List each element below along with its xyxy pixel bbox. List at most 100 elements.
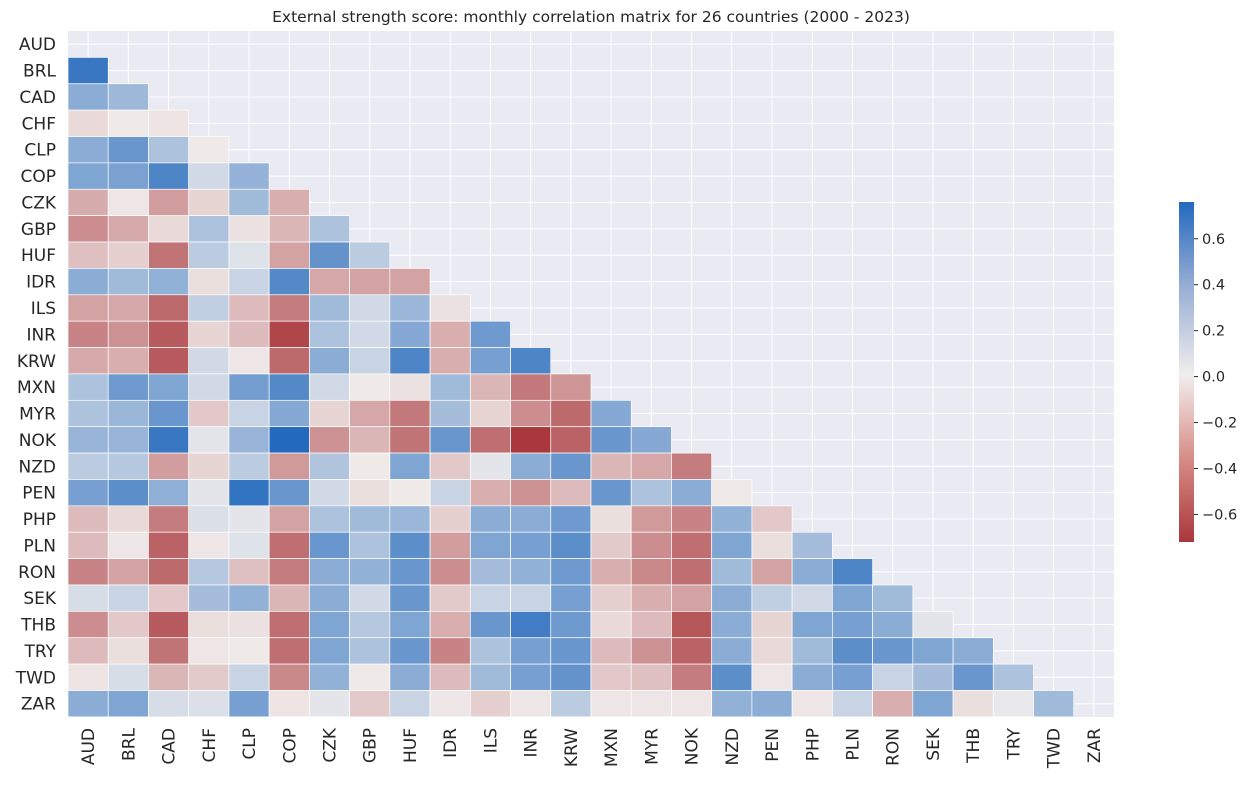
heatmap-cell-cad-aud: [67, 83, 109, 111]
heatmap-cell-krw-aud: [67, 347, 109, 375]
heatmap-cell-huf-aud: [67, 241, 109, 269]
heatmap-cell-ils-gbp: [349, 294, 391, 322]
heatmap-cell-zar-idr: [429, 690, 471, 718]
heatmap-cell-inr-gbp: [349, 320, 391, 348]
x-tick-label-try: TRY: [1004, 727, 1024, 760]
heatmap-cell-twd-krw: [550, 663, 592, 691]
heatmap-cell-cop-chf: [188, 162, 230, 190]
heatmap-cell-sek-inr: [510, 584, 552, 612]
heatmap-cell-try-php: [791, 637, 833, 665]
heatmap-cell-php-nok: [671, 505, 713, 533]
heatmap-cell-ron-nok: [671, 558, 713, 586]
heatmap-cell-try-nzd: [711, 637, 753, 665]
heatmap-cell-sek-ron: [872, 584, 914, 612]
heatmap-cell-ils-cad: [148, 294, 190, 322]
heatmap-cell-clp-aud: [67, 136, 109, 164]
heatmap-cell-myr-aud: [67, 399, 109, 428]
heatmap-cell-ils-aud: [67, 294, 109, 322]
heatmap-cell-ils-idr: [429, 294, 471, 322]
heatmap-cell-pln-idr: [429, 531, 471, 559]
x-tick-label-krw: KRW: [562, 728, 582, 767]
heatmap-cell-thb-idr: [429, 611, 471, 639]
heatmap-cell-pln-php: [791, 531, 833, 559]
heatmap-cell-inr-cad: [148, 320, 190, 348]
heatmap-cell-myr-clp: [228, 399, 270, 428]
heatmap-cell-thb-php: [791, 611, 833, 639]
heatmap-cell-sek-krw: [550, 584, 592, 612]
heatmap-cell-php-cop: [268, 505, 310, 533]
x-tick-label-thb: THB: [964, 728, 984, 764]
heatmap-cell-php-nzd: [711, 505, 753, 533]
heatmap-cell-zar-czk: [309, 690, 350, 718]
heatmap-cell-thb-brl: [107, 611, 149, 639]
heatmap-cell-huf-chf: [188, 241, 230, 269]
heatmap-cell-huf-cad: [148, 241, 190, 269]
y-tick-label-zar: ZAR: [21, 695, 56, 715]
heatmap-cell-try-gbp: [349, 637, 391, 665]
x-tick-label-inr: INR: [522, 728, 542, 758]
heatmap-cell-krw-brl: [107, 347, 149, 375]
heatmap-cell-zar-thb: [952, 690, 994, 718]
heatmap-cell-inr-chf: [188, 320, 230, 348]
heatmap-cell-pln-nok: [671, 531, 713, 559]
heatmap-cell-zar-myr: [630, 690, 672, 718]
heatmap-cell-pen-nok: [671, 479, 713, 507]
heatmap-cell-zar-pen: [751, 690, 793, 718]
heatmap-cell-pen-inr: [510, 479, 552, 507]
heatmap-cell-php-ils: [469, 505, 511, 533]
heatmap-cell-ils-huf: [389, 294, 431, 322]
heatmap-cell-inr-ils: [469, 320, 511, 348]
heatmap-cell-zar-ils: [469, 690, 511, 718]
heatmap-cell-nok-krw: [550, 426, 592, 454]
x-tick-label-twd: TWD: [1045, 728, 1065, 769]
heatmap-cell-nok-huf: [389, 426, 431, 454]
heatmap-cell-gbp-brl: [107, 215, 149, 243]
heatmap-cell-pln-krw: [550, 531, 592, 559]
heatmap-cell-clp-cad: [148, 136, 190, 164]
y-tick-label-ils: ILS: [31, 299, 56, 319]
heatmap-cell-try-cad: [148, 637, 190, 665]
heatmap-cell-nzd-cop: [268, 452, 310, 480]
heatmap-cell-nok-czk: [309, 426, 350, 454]
heatmap-cell-try-pen: [751, 637, 793, 665]
x-tick-label-pln: PLN: [843, 728, 863, 760]
heatmap-cell-cop-aud: [67, 162, 109, 190]
heatmap-cell-ron-ils: [469, 558, 511, 586]
heatmap-cell-ron-aud: [67, 558, 109, 586]
heatmap-cell-twd-try: [992, 663, 1034, 691]
y-tick-label-cad: CAD: [19, 88, 56, 108]
y-tick-label-czk: CZK: [21, 193, 57, 213]
colorbar-tick-label: −0.4: [1202, 461, 1237, 477]
heatmap-cell-try-inr: [510, 637, 552, 665]
heatmap-cell-inr-clp: [228, 320, 270, 348]
heatmap-cell-sek-clp: [228, 584, 270, 612]
heatmap-cell-zar-nok: [671, 690, 713, 718]
x-tick-label-ron: RON: [884, 728, 904, 766]
heatmap-cell-cop-brl: [107, 162, 149, 190]
heatmap-cell-nok-gbp: [349, 426, 391, 454]
heatmap-cell-sek-cad: [148, 584, 190, 612]
heatmap-cell-thb-krw: [550, 611, 592, 639]
heatmap-cell-sek-cop: [268, 584, 310, 612]
heatmap-cell-zar-krw: [550, 690, 592, 718]
heatmap-cell-pen-huf: [389, 479, 431, 507]
heatmap-cell-ils-czk: [309, 294, 350, 322]
heatmap-cell-ron-chf: [188, 558, 230, 586]
heatmap-cell-czk-cad: [148, 188, 190, 217]
heatmap-cell-pen-cad: [148, 479, 190, 507]
x-tick-label-nok: NOK: [683, 727, 703, 765]
heatmap-cell-pln-brl: [107, 531, 149, 559]
heatmap-cell-brl-aud: [67, 57, 109, 85]
heatmap-cell-twd-cop: [268, 663, 310, 691]
heatmap-cell-thb-clp: [228, 611, 270, 639]
heatmap-cell-thb-pln: [832, 611, 873, 639]
heatmap-cell-zar-brl: [107, 690, 149, 718]
heatmap-cell-idr-chf: [188, 268, 230, 296]
heatmap-cell-ils-brl: [107, 294, 149, 322]
heatmap-cell-twd-ron: [872, 663, 914, 691]
heatmap-cell-php-brl: [107, 505, 149, 533]
heatmap-cell-idr-cop: [268, 268, 310, 296]
heatmap-cell-inr-aud: [67, 320, 109, 348]
heatmap-cell-mxn-cad: [148, 373, 190, 401]
heatmap-cell-thb-chf: [188, 611, 230, 639]
